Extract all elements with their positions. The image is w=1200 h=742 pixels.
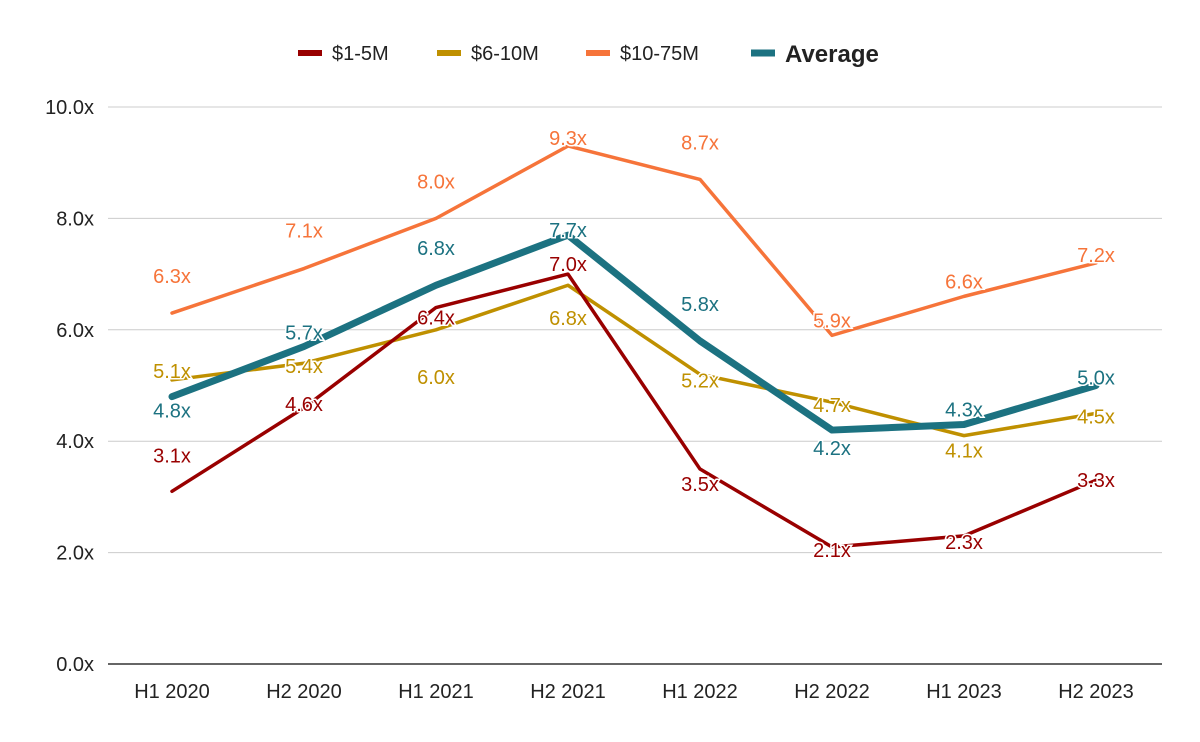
data-label: 6.4x (417, 308, 455, 330)
legend: $1-5M $6-10M $10-75M Average (298, 41, 879, 68)
data-label: 9.3x (549, 128, 587, 150)
y-tick-label: 4.0x (56, 431, 94, 453)
data-label: 8.7x (681, 132, 719, 154)
y-tick-label: 10.0x (45, 97, 94, 119)
data-label: 2.3x (945, 532, 983, 554)
series-line (168, 231, 1100, 434)
data-label: 5.9x (813, 310, 851, 332)
legend-item: $6-10M (437, 43, 539, 65)
data-label: 3.5x (681, 474, 719, 496)
data-label: 3.1x (153, 445, 191, 467)
data-label: 5.0x (1077, 368, 1115, 390)
y-tick-label: 6.0x (56, 320, 94, 342)
data-label: 7.7x (549, 220, 587, 242)
x-tick-label: H1 2021 (398, 681, 474, 703)
data-label: 8.0x (417, 171, 455, 193)
series-0 (170, 272, 1098, 549)
data-label: 6.8x (417, 238, 455, 260)
x-tick-label: H2 2023 (1058, 681, 1134, 703)
data-label: 2.1x (813, 540, 851, 562)
series-1 (170, 283, 1098, 438)
series-2 (170, 144, 1098, 338)
data-label: 4.3x (945, 399, 983, 421)
x-tick-label: H2 2020 (266, 681, 342, 703)
data-label: 4.7x (813, 395, 851, 417)
x-tick-label: H1 2020 (134, 681, 210, 703)
x-tick-label: H1 2023 (926, 681, 1002, 703)
data-label: 6.3x (153, 266, 191, 288)
data-label: 7.2x (1077, 245, 1115, 267)
y-tick-label: 8.0x (56, 208, 94, 230)
legend-label: Average (785, 41, 879, 68)
series-line (170, 144, 1098, 338)
data-label: 4.8x (153, 401, 191, 423)
data-label: 3.3x (1077, 470, 1115, 492)
data-label: 5.8x (681, 294, 719, 316)
data-label: 5.7x (285, 323, 323, 345)
legend-label: $10-75M (620, 43, 699, 65)
data-label: 4.1x (945, 441, 983, 463)
data-label: 5.1x (153, 361, 191, 383)
y-tick-label: 2.0x (56, 543, 94, 565)
data-label: 6.6x (945, 271, 983, 293)
x-tick-label: H2 2021 (530, 681, 606, 703)
legend-item: Average (751, 41, 879, 68)
data-label: 6.8x (549, 308, 587, 330)
data-label: 5.2x (681, 370, 719, 392)
data-labels: 6.3x 7.1x 8.0x 9.3x 8.7x 5.9x 6.6x 7.2x 5.1x 5.4x… (152, 126, 1117, 563)
x-tick-labels: H1 2020 H2 2020 H1 2021 H2 2021 H1 2022 H2 20… (134, 681, 1134, 703)
series-3 (168, 231, 1100, 434)
data-label: 5.4x (285, 356, 323, 378)
legend-label: $6-10M (471, 43, 539, 65)
data-label: 6.0x (417, 367, 455, 389)
data-label: 4.6x (285, 394, 323, 416)
legend-item: $1-5M (298, 43, 389, 65)
data-label: 7.0x (549, 254, 587, 276)
data-label: 4.2x (813, 438, 851, 460)
x-tick-label: H2 2022 (794, 681, 870, 703)
y-gridlines: 0.0x 2.0x 4.0x 6.0x 8.0x 10.0x (45, 97, 1162, 676)
series-line (170, 272, 1098, 549)
x-tick-label: H1 2022 (662, 681, 738, 703)
legend-label: $1-5M (332, 43, 389, 65)
data-label: 4.5x (1077, 406, 1115, 428)
legend-item: $10-75M (586, 43, 699, 65)
y-tick-label: 0.0x (56, 654, 94, 676)
series-line (170, 283, 1098, 438)
data-label: 7.1x (285, 221, 323, 243)
